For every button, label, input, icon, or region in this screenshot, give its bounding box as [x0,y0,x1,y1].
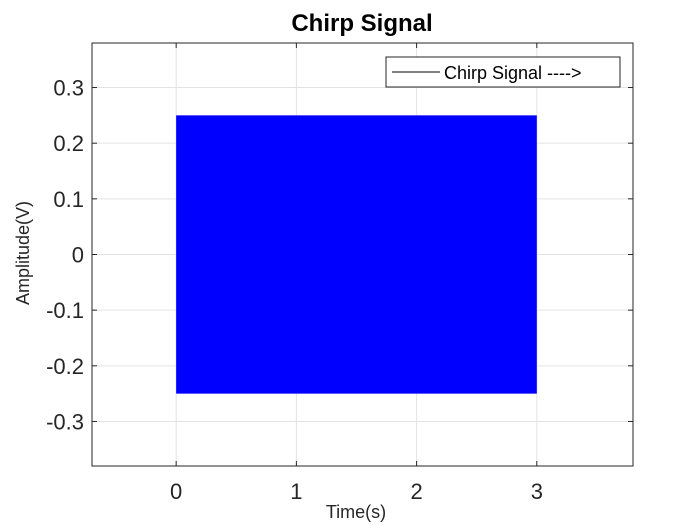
x-axis-label: Time(s) [326,502,386,522]
x-tick-label: 3 [531,479,543,504]
x-tick-label: 1 [290,479,302,504]
y-tick-labels: 0.3 0.2 0.1 0 -0.1 -0.2 -0.3 [46,76,84,435]
y-tick-label: 0.3 [53,76,84,101]
x-tick-label: 0 [170,479,182,504]
y-tick-label: 0 [72,243,84,268]
y-tick-label: 0.1 [53,187,84,212]
legend-label: Chirp Signal ----> [444,63,582,83]
chart-title: Chirp Signal [291,10,432,37]
plot-area [91,42,634,467]
chirp-signal-envelope [176,115,537,394]
x-tick-label: 2 [410,479,422,504]
y-axis-label: Amplitude(V) [13,201,33,305]
y-tick-label: -0.3 [46,409,84,434]
x-tick-labels: 0 1 2 3 [170,479,543,504]
legend: Chirp Signal ----> [385,56,621,88]
y-tick-label: -0.1 [46,298,84,323]
y-tick-label: -0.2 [46,354,84,379]
tick-marks [92,43,633,466]
data-layer [176,115,537,394]
y-tick-label: 0.2 [53,131,84,156]
